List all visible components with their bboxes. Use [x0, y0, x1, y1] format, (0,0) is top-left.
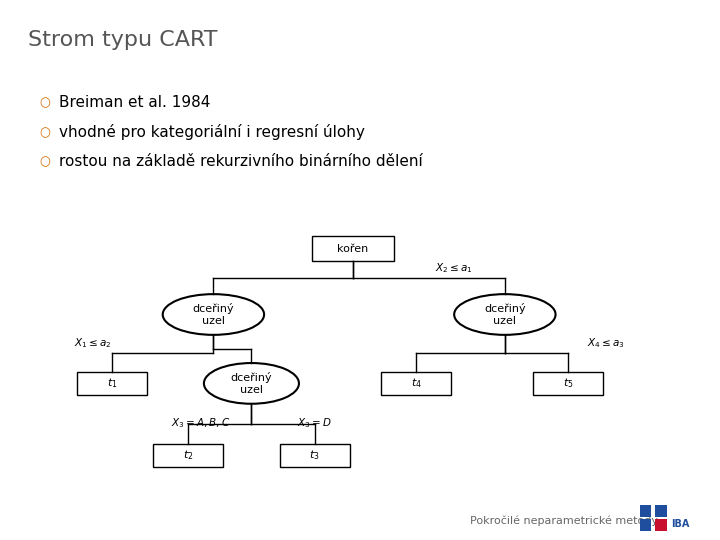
Text: $X_3 =A,B,C$: $X_3 =A,B,C$ — [171, 416, 230, 430]
Text: ○: ○ — [40, 126, 50, 139]
FancyBboxPatch shape — [534, 372, 603, 395]
FancyBboxPatch shape — [312, 236, 394, 261]
Text: vhodné pro kategoriální i regresní úlohy: vhodné pro kategoriální i regresní úlohy — [59, 124, 364, 140]
Text: $t_2$: $t_2$ — [183, 449, 193, 462]
FancyBboxPatch shape — [280, 444, 350, 467]
FancyBboxPatch shape — [640, 505, 651, 517]
Text: $t_5$: $t_5$ — [563, 376, 574, 390]
FancyBboxPatch shape — [655, 505, 667, 517]
Text: $X_2 \leq a_1$: $X_2 \leq a_1$ — [436, 261, 473, 274]
Text: ○: ○ — [40, 156, 50, 168]
Text: dceřiný
uzel: dceřiný uzel — [230, 372, 272, 395]
FancyBboxPatch shape — [382, 372, 451, 395]
Text: $t_1$: $t_1$ — [107, 376, 117, 390]
Text: dceřiný
uzel: dceřiný uzel — [192, 303, 234, 326]
Ellipse shape — [163, 294, 264, 335]
Text: $t_4$: $t_4$ — [410, 376, 422, 390]
Text: $X_1 \leq a_2$: $X_1 \leq a_2$ — [74, 336, 112, 350]
Text: ○: ○ — [40, 96, 50, 109]
Text: IBA: IBA — [671, 519, 689, 529]
FancyBboxPatch shape — [77, 372, 147, 395]
Text: Breiman et al. 1984: Breiman et al. 1984 — [59, 95, 210, 110]
Ellipse shape — [204, 363, 299, 404]
Text: Pokročilé neparametrické metody: Pokročilé neparametrické metody — [470, 516, 658, 526]
FancyBboxPatch shape — [640, 519, 651, 531]
Text: $X_3 =D$: $X_3 =D$ — [297, 416, 332, 430]
FancyBboxPatch shape — [655, 519, 667, 531]
Text: Strom typu CART: Strom typu CART — [27, 30, 217, 50]
Text: rostou na základě rekurzivního binárního dělení: rostou na základě rekurzivního binárního… — [59, 154, 423, 170]
FancyBboxPatch shape — [153, 444, 223, 467]
Text: $X_4 \leq a_3$: $X_4 \leq a_3$ — [588, 336, 625, 350]
Text: dceřiný
uzel: dceřiný uzel — [484, 303, 526, 326]
Text: $t_3$: $t_3$ — [310, 449, 320, 462]
Text: kořen: kořen — [337, 244, 369, 254]
Ellipse shape — [454, 294, 556, 335]
